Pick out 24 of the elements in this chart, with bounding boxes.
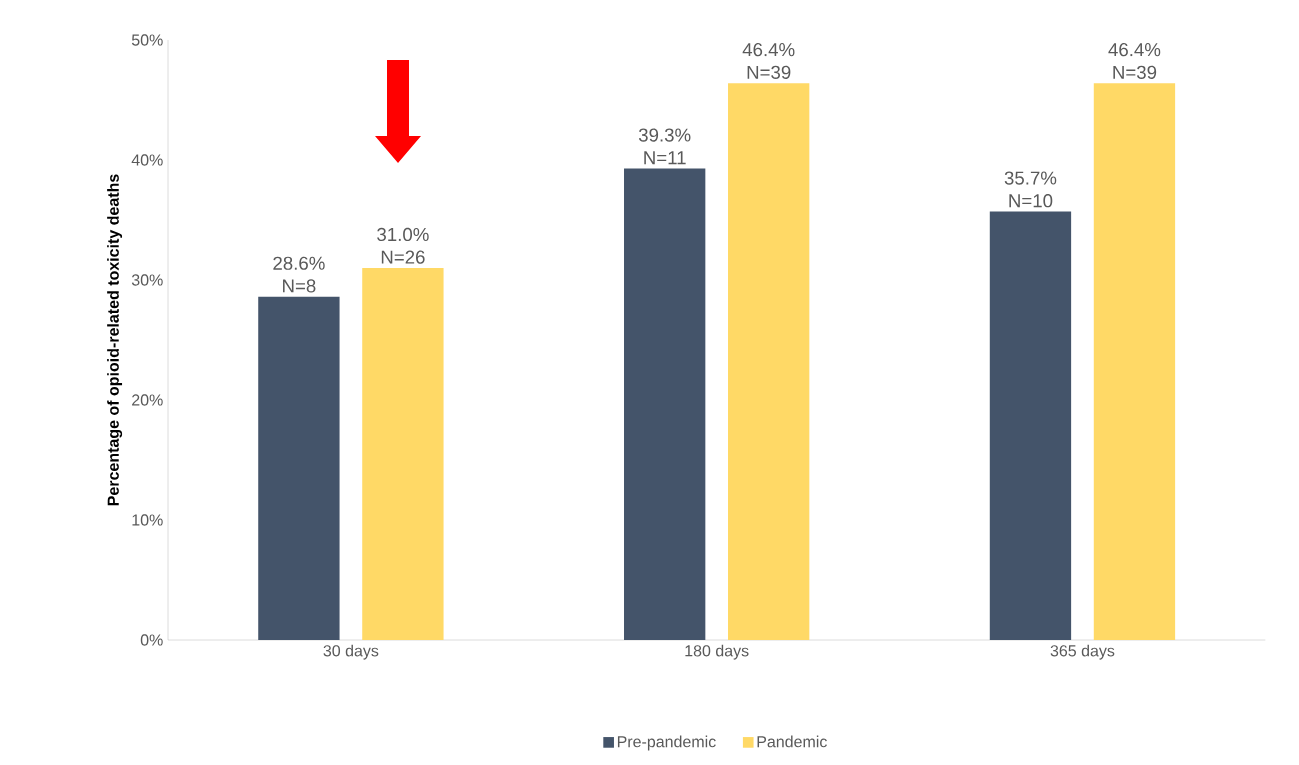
data-label: 28.6% N=8 (273, 256, 325, 293)
y-tick-label: 10% (132, 514, 163, 526)
data-label: 35.7% N=10 (1004, 171, 1057, 208)
bar (1093, 83, 1176, 640)
bar (728, 83, 810, 640)
x-tick-label: 365 days (1050, 644, 1115, 660)
bar (624, 168, 706, 640)
data-label: 46.4% N=39 (1108, 43, 1161, 79)
x-tick-label: 30 days (323, 644, 379, 660)
y-tick-label: 20% (132, 394, 163, 406)
x-tick-label: 180 days (685, 644, 749, 660)
data-label: 39.3% N=11 (638, 128, 691, 165)
bar (989, 211, 1072, 640)
y-tick-label: 0% (140, 634, 163, 646)
legend-label: Pre-pandemic (617, 735, 716, 751)
legend-label: Pandemic (757, 735, 827, 748)
bar (258, 296, 340, 640)
data-label: 31.0% N=26 (377, 227, 429, 264)
y-tick-label: 50% (131, 34, 163, 46)
y-tick-label: 40% (131, 154, 163, 166)
data-label: 46.4% N=39 (742, 43, 795, 79)
y-tick-label: 30% (131, 274, 163, 286)
y-axis-title: Percentage of opioid-related toxicity deaths (107, 174, 123, 506)
bar (362, 268, 444, 640)
